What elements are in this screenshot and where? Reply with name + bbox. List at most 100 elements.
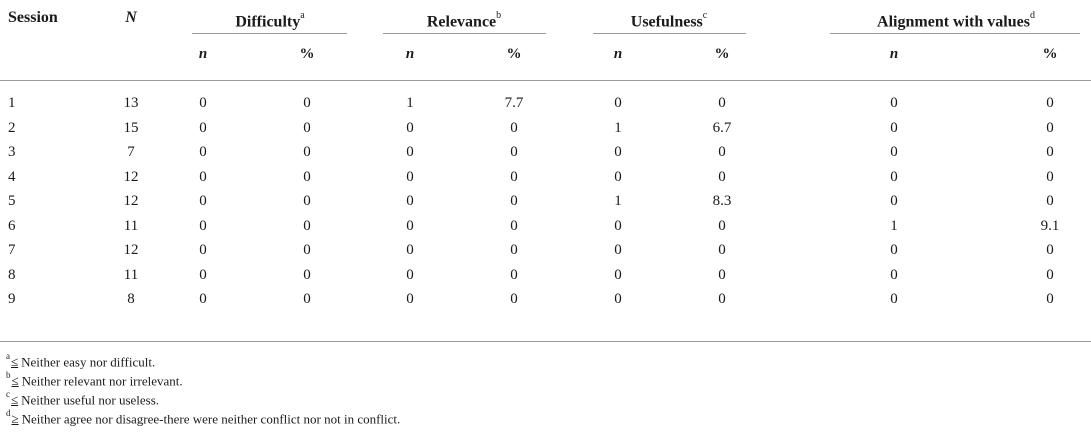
cell-alignment-n: 0 [890, 291, 898, 307]
cell-session: 6 [8, 217, 16, 234]
cell-relevance-pct: 0 [510, 193, 518, 209]
cell-usefulness-n: 0 [614, 144, 622, 160]
cell-alignment-n: 0 [890, 95, 898, 111]
cell-relevance-pct: 0 [510, 266, 518, 283]
cell-difficulty-pct: 0 [303, 119, 311, 136]
header-alignment-label: Alignment with values [877, 13, 1030, 31]
header-usefulness-mark: c [702, 10, 708, 21]
cell-difficulty-n: 0 [199, 119, 207, 136]
footnote: c≤ Neither useful nor useless. [6, 388, 159, 408]
cell-difficulty-pct: 0 [303, 95, 311, 111]
footnote: d≥ Neither agree nor disagree-there were … [6, 407, 400, 427]
cell-n-total: 12 [123, 168, 139, 185]
cell-difficulty-n: 0 [199, 144, 207, 160]
cell-alignment-n: 0 [890, 168, 898, 185]
cell-alignment-n: 0 [890, 266, 898, 283]
cell-difficulty-n: 0 [199, 168, 207, 185]
cell-session: 7 [8, 242, 16, 258]
cell-usefulness-pct: 0 [718, 95, 726, 111]
cell-usefulness-pct: 6.7 [712, 119, 732, 136]
table-row: 3 7 0 0 0 0 0 0 0 0 [0, 143, 1091, 167]
cell-alignment-n: 0 [890, 193, 898, 209]
header-relevance: Relevanceb [427, 9, 501, 31]
table-row: 6 11 0 0 0 0 0 0 1 9.1 [0, 217, 1091, 241]
sub-relevance-pct: % [506, 46, 522, 62]
cell-usefulness-n: 0 [614, 242, 622, 258]
cell-usefulness-n: 0 [614, 266, 622, 283]
cell-difficulty-pct: 0 [303, 144, 311, 160]
table-row: 2 15 0 0 0 0 1 6.7 0 0 [0, 119, 1091, 143]
cell-usefulness-pct: 0 [718, 266, 726, 283]
relevance-group-rule [383, 33, 546, 34]
cell-alignment-pct: 0 [1046, 95, 1054, 111]
cell-relevance-n: 0 [406, 193, 414, 209]
cell-alignment-pct: 0 [1046, 193, 1054, 209]
table-row: 7 12 0 0 0 0 0 0 0 0 [0, 241, 1091, 265]
sub-alignment-pct: % [1042, 46, 1058, 62]
cell-usefulness-pct: 0 [718, 291, 726, 307]
header-relevance-mark: b [496, 10, 502, 21]
cell-n-total: 7 [127, 144, 135, 160]
cell-relevance-n: 0 [406, 168, 414, 185]
table-row: 8 11 0 0 0 0 0 0 0 0 [0, 266, 1091, 290]
sub-difficulty-pct: % [299, 46, 315, 62]
footnote: a≤ Neither easy nor difficult. [6, 350, 155, 370]
cell-usefulness-pct: 0 [718, 217, 726, 234]
cell-session: 2 [8, 119, 16, 136]
cell-session: 8 [8, 266, 16, 283]
cell-relevance-n: 0 [406, 144, 414, 160]
cell-alignment-n: 0 [890, 119, 898, 136]
cell-relevance-pct: 0 [510, 119, 518, 136]
footnote: b≤ Neither relevant nor irrelevant. [6, 369, 183, 389]
cell-relevance-pct: 0 [510, 291, 518, 307]
cell-session: 4 [8, 168, 16, 185]
cell-relevance-n: 1 [406, 95, 414, 111]
cell-n-total: 12 [123, 242, 139, 258]
cell-difficulty-n: 0 [199, 193, 207, 209]
cell-relevance-pct: 0 [510, 168, 518, 185]
cell-alignment-n: 0 [890, 242, 898, 258]
sub-usefulness-pct: % [714, 46, 730, 62]
footnote-symbol: ≤ [11, 392, 19, 408]
cell-difficulty-pct: 0 [303, 193, 311, 209]
cell-alignment-n: 0 [890, 144, 898, 160]
cell-relevance-n: 0 [406, 217, 414, 234]
cell-usefulness-pct: 0 [718, 168, 726, 185]
cell-difficulty-n: 0 [199, 242, 207, 258]
table-row: 4 12 0 0 0 0 0 0 0 0 [0, 168, 1091, 192]
cell-difficulty-pct: 0 [303, 266, 311, 283]
footnote-text: Neither agree nor disagree-there were ne… [21, 411, 401, 427]
header-difficulty: Difficultya [235, 9, 304, 31]
cell-session: 9 [8, 291, 16, 307]
cell-relevance-n: 0 [406, 291, 414, 307]
cell-relevance-pct: 0 [510, 144, 518, 160]
cell-difficulty-n: 0 [199, 217, 207, 234]
table-row: 1 13 0 0 1 7.7 0 0 0 0 [0, 94, 1091, 118]
cell-usefulness-n: 1 [614, 119, 622, 136]
cell-alignment-pct: 0 [1046, 119, 1054, 136]
header-usefulness: Usefulnessc [631, 9, 707, 31]
header-difficulty-label: Difficulty [235, 13, 301, 31]
cell-session: 1 [8, 95, 16, 111]
sub-difficulty-n: n [198, 46, 208, 62]
header-usefulness-label: Usefulness [630, 13, 703, 31]
cell-difficulty-n: 0 [199, 95, 207, 111]
footnote-symbol: ≥ [11, 411, 19, 427]
cell-usefulness-pct: 8.3 [712, 193, 732, 209]
cell-relevance-pct: 0 [510, 242, 518, 258]
footnote-symbol: ≤ [11, 354, 19, 370]
table-row: 5 12 0 0 0 0 1 8.3 0 0 [0, 192, 1091, 216]
cell-usefulness-pct: 0 [718, 144, 726, 160]
footnote-mark: a [6, 351, 10, 361]
header-bottom-rule [0, 80, 1091, 81]
cell-n-total: 11 [123, 266, 139, 283]
cell-alignment-pct: 0 [1046, 266, 1054, 283]
header-n-total: N [125, 9, 137, 26]
header-relevance-label: Relevance [426, 13, 497, 31]
cell-n-total: 13 [123, 95, 139, 111]
cell-difficulty-pct: 0 [303, 291, 311, 307]
footnote-text: Neither relevant nor irrelevant. [21, 373, 183, 389]
cell-usefulness-n: 0 [614, 217, 622, 234]
table-bottom-rule [0, 341, 1091, 342]
cell-n-total: 15 [123, 119, 139, 136]
